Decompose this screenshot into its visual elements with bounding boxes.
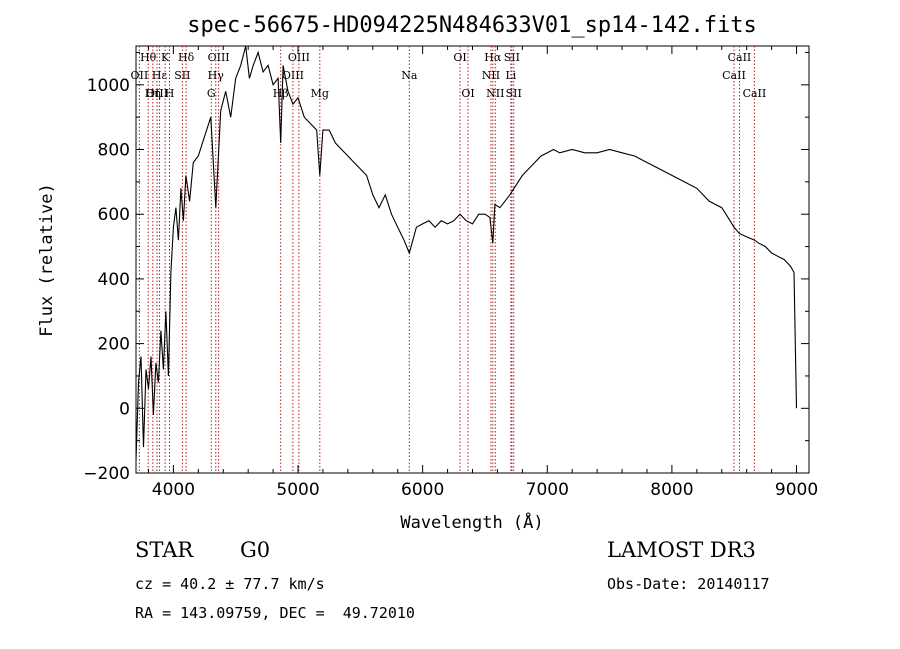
y-axis-label: Flux (relative) (37, 183, 57, 337)
x-axis-label: Wavelength (Å) (400, 511, 543, 533)
spectral-line-label: OIII (146, 87, 168, 100)
x-tick-label: 7000 (526, 480, 569, 500)
spectral-line-label: SII (506, 87, 522, 100)
spectral-line-label: Hβ (273, 87, 289, 100)
plot-frame (135, 45, 810, 474)
spectral-lines: Hθ OII OIII Hε Hη K H SII Hδ OIII Hγ G Hβ OIII OIII Mg N… (131, 46, 767, 473)
spectral-line-label: Hθ (140, 51, 157, 64)
redshift-text: cz = 40.2 ± 77.7 km/s (135, 575, 325, 593)
spectral-line-label: NII (482, 69, 500, 82)
y-tick-label: −200 (83, 464, 130, 484)
y-tick-label: 1000 (87, 76, 130, 96)
obs-date: Obs-Date: 20140117 (607, 575, 770, 593)
spectral-line-label: Na (401, 69, 418, 82)
x-tick-label: 8000 (650, 480, 693, 500)
x-tick-label: 4000 (152, 480, 195, 500)
coordinates: RA = 143.09759, DEC = 49.72010 (135, 604, 415, 622)
survey-name: LAMOST DR3 (607, 538, 756, 562)
spectral-line-label: Hδ (178, 51, 195, 64)
y-tick-label: 0 (119, 399, 130, 419)
spectral-line-label: OIII (288, 51, 310, 64)
spectral-line-label: OIII (282, 69, 304, 82)
y-tick-label: 800 (98, 141, 130, 161)
spectral-line-label: Hε (152, 69, 168, 82)
object-subclass: G0 (240, 538, 271, 562)
spectral-line-label: SII (174, 69, 190, 82)
spectral-line-label: OI (461, 87, 474, 100)
flux-series-line (135, 45, 798, 461)
spectral-line-label: Li (505, 69, 516, 82)
spectral-line-label: Hγ (208, 69, 225, 82)
spectral-line-label: CaII (722, 69, 746, 82)
spectral-line-label: G (207, 87, 216, 100)
object-type: STAR (135, 538, 194, 562)
axis-ticks: 4000 5000 6000 7000 8000 9000 −200 0 200 400 600 80… (83, 46, 818, 500)
spectral-line-label: SII (504, 51, 520, 64)
x-tick-label: 5000 (276, 480, 319, 500)
spectral-line-label: CaII (743, 87, 767, 100)
y-tick-label: 200 (98, 335, 130, 355)
spectral-line-label: Hα (484, 51, 502, 64)
chart-title: spec-56675-HD094225N484633V01_sp14-142.f… (187, 13, 757, 38)
x-tick-label: 9000 (775, 480, 818, 500)
x-tick-label: 6000 (401, 480, 444, 500)
y-tick-label: 400 (98, 270, 130, 290)
spectral-line-label: Hη (145, 87, 161, 100)
spectral-line-label: Mg (311, 87, 329, 100)
spectral-line-label: OIII (208, 51, 230, 64)
spectral-line-label: K (161, 51, 170, 64)
spectral-line-label: CaII (728, 51, 752, 64)
spectral-line-label: NII (486, 87, 504, 100)
spectral-line-label: OII (131, 69, 149, 82)
spectral-line-label: OI (453, 51, 466, 64)
spectral-line-label: H (165, 87, 175, 100)
y-tick-label: 600 (98, 205, 130, 225)
